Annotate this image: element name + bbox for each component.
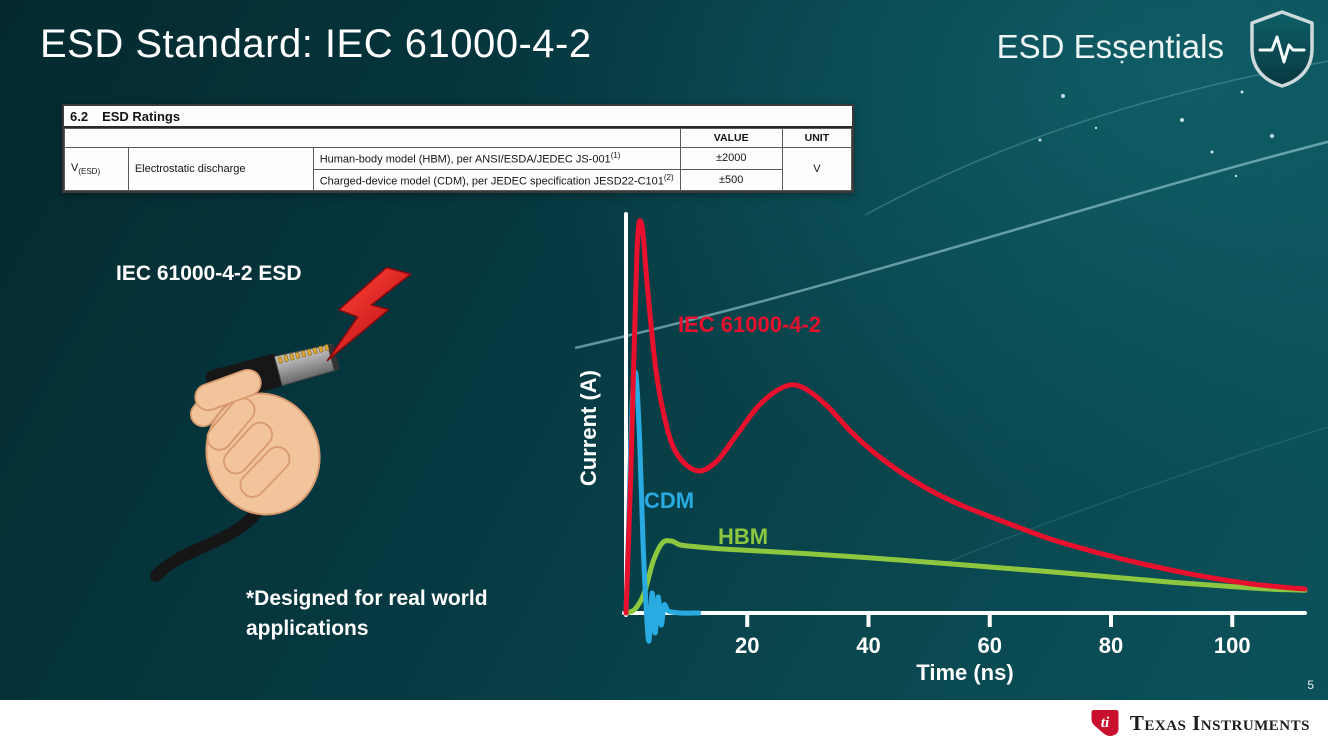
unit-cell: V — [781, 146, 853, 192]
table-section-title: 6.2 ESD Ratings — [64, 106, 852, 128]
header-empty-cell — [64, 128, 681, 148]
table-row: Charged-device model (CDM), per JEDEC sp… — [65, 168, 852, 192]
esd-ratings-table: 6.2 ESD Ratings VALUE UNIT V(ESD) Electro… — [62, 104, 854, 194]
x-tick-label: 60 — [978, 633, 1002, 658]
hbm-desc-cell: Human-body model (HBM), per ANSI/ESDA/JE… — [312, 147, 681, 170]
chart-canvas: 20 40 60 80 100 — [622, 212, 1308, 658]
table-row: V(ESD) Electrostatic discharge Human-bod… — [64, 146, 853, 192]
section-number: 6.2 — [70, 109, 89, 124]
ti-logo-icon: ti — [1091, 710, 1119, 736]
hand-connector-illustration — [128, 258, 418, 593]
x-axis-label: Time (ns) — [916, 660, 1014, 685]
header-unit: UNIT — [781, 128, 853, 148]
cdm-desc-cell: Charged-device model (CDM), per JEDEC sp… — [312, 168, 681, 192]
iec-esd-caption: IEC 61000-4-2 ESD — [116, 262, 302, 285]
note-line-1: *Designed for real world — [246, 587, 488, 610]
table-header-row: VALUE UNIT — [64, 128, 853, 148]
hbm-value-cell: ±2000 — [679, 147, 783, 170]
designed-note: *Designed for real world applications — [246, 584, 488, 645]
brand-title: ESD Essentials — [996, 28, 1224, 65]
ti-logo-text: Texas Instruments — [1129, 710, 1310, 735]
ti-logo: ti Texas Instruments — [1090, 708, 1310, 738]
cdm-value-cell: ±500 — [679, 168, 783, 192]
param-symbol-cell: V(ESD) — [64, 146, 129, 192]
series-curve-HBM — [623, 538, 1308, 616]
thumb — [194, 368, 262, 412]
param-name-cell: Electrostatic discharge — [127, 146, 314, 192]
series-label-hbm: HBM — [718, 524, 769, 549]
series-label-iec: IEC 61000-4-2 — [678, 312, 822, 337]
page-number: 5 — [1307, 678, 1314, 692]
x-tick-label: 20 — [735, 633, 759, 658]
header-value: VALUE — [679, 128, 783, 148]
series-curve-IEC 61000-4-2 — [623, 218, 1308, 616]
cable — [150, 497, 269, 582]
note-line-2: applications — [246, 617, 369, 641]
x-tick-label: 40 — [856, 633, 880, 658]
y-axis-label: Current (A) — [576, 370, 601, 487]
shield-pulse-icon — [1244, 8, 1320, 95]
hand — [190, 372, 321, 516]
x-tick-label: 100 — [1214, 633, 1251, 658]
x-tick-label: 80 — [1099, 633, 1123, 658]
section-name: ESD Ratings — [102, 109, 181, 124]
page-title: ESD Standard: IEC 61000-4-2 — [40, 22, 592, 66]
footer-bar: ti Texas Instruments — [0, 700, 1328, 746]
svg-text:ti: ti — [1101, 715, 1110, 731]
series-label-cdm: CDM — [644, 488, 695, 513]
esd-current-chart: 20 40 60 80 100 IEC 61000-4-2 CDM HBM Curren… — [568, 208, 1310, 698]
lightning-bolt-icon — [326, 266, 412, 362]
